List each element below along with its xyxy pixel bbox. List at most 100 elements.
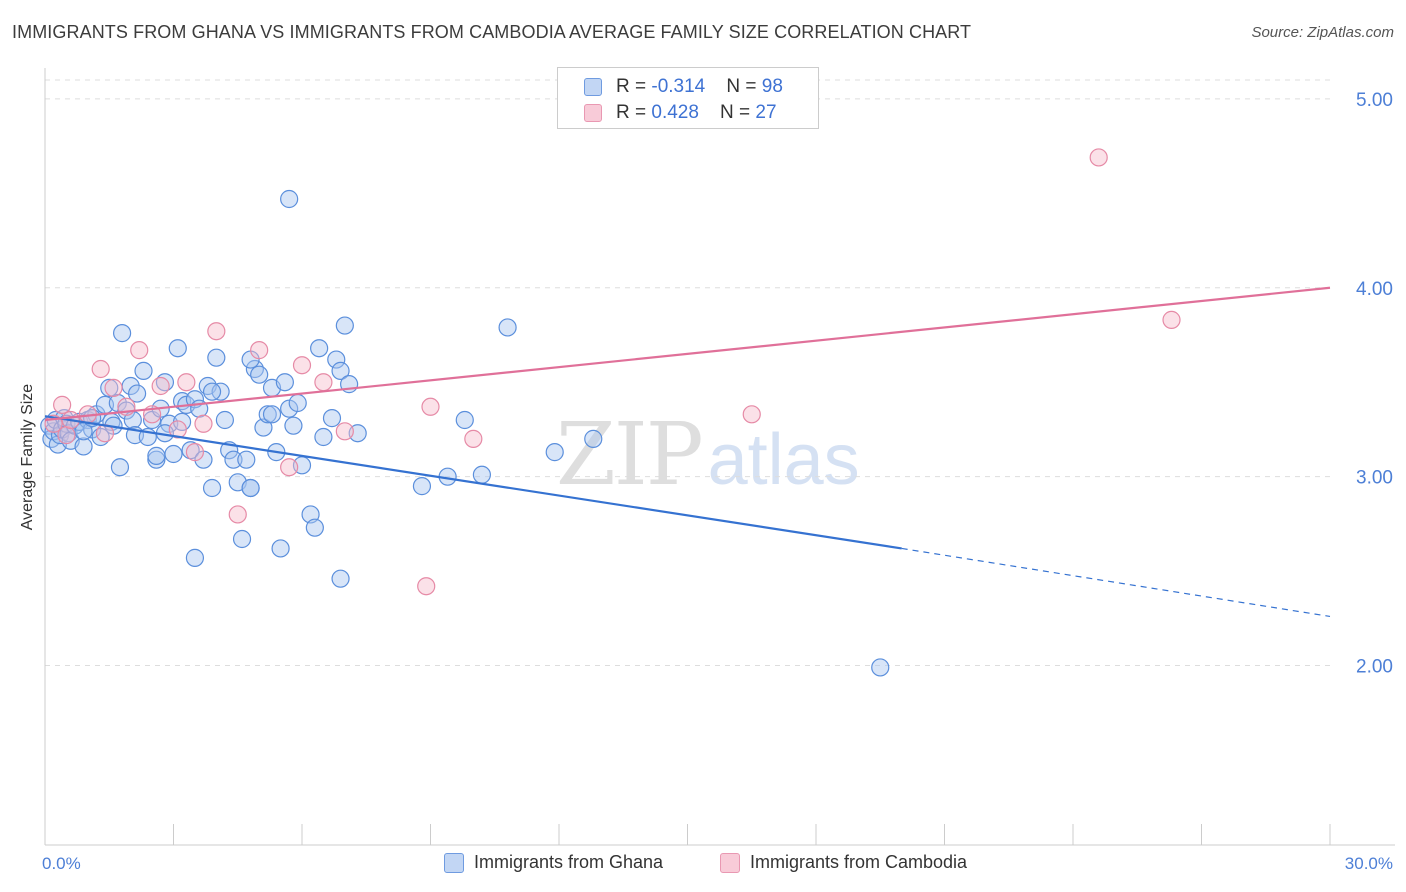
y-tick-label: 3.00 xyxy=(1356,468,1393,489)
grid-lines xyxy=(45,79,1330,667)
ghana-point xyxy=(314,427,333,447)
ghana-point xyxy=(472,465,491,484)
ghana-point xyxy=(271,539,290,558)
trend-lines xyxy=(44,286,1331,618)
x-tick-label-max: 30.0% xyxy=(1345,854,1393,873)
cambodia-point xyxy=(57,426,76,445)
ghana-point xyxy=(100,378,119,397)
legend-n-label: N = xyxy=(726,76,762,97)
y-tick-label: 4.00 xyxy=(1356,279,1393,300)
y-axis-label: Average Family Size xyxy=(19,383,36,531)
ghana-point xyxy=(258,405,277,424)
watermark: ZIPatlas xyxy=(556,405,860,505)
x-tick-labels: 0.0% 30.0% xyxy=(42,854,1393,873)
cambodia-point xyxy=(417,577,436,596)
ghana-point xyxy=(305,518,324,537)
cambodia-point xyxy=(421,397,440,416)
ghana-point xyxy=(215,410,234,430)
ghana-point xyxy=(164,444,183,464)
ghana-point xyxy=(331,361,350,380)
ghana-point xyxy=(310,339,329,358)
ghana-point xyxy=(237,450,256,469)
cambodia-point xyxy=(168,420,187,439)
ghana-point xyxy=(134,361,153,380)
legend-n-label: N = xyxy=(720,102,756,123)
legend-n-value: 27 xyxy=(755,102,777,123)
cambodia-point xyxy=(104,378,123,397)
ghana-trend-extension xyxy=(901,547,1331,618)
ghana-points xyxy=(40,189,890,677)
cambodia-point xyxy=(742,405,761,424)
cambodia-point xyxy=(91,359,110,379)
ghana-point xyxy=(280,189,299,209)
cambodia-point xyxy=(464,429,483,448)
ghana-point xyxy=(545,443,564,462)
cambodia-point xyxy=(185,443,205,462)
ghana-point xyxy=(224,450,243,469)
ghana-point xyxy=(207,348,226,367)
cambodia-point xyxy=(228,505,247,524)
ghana-point xyxy=(232,529,252,549)
cambodia-point xyxy=(130,341,149,360)
ghana-point xyxy=(288,393,307,413)
cambodia-point xyxy=(207,322,226,341)
chart-title: IMMIGRANTS FROM GHANA VS IMMIGRANTS FROM… xyxy=(12,22,972,42)
ghana-point xyxy=(127,384,147,403)
cambodia-swatch xyxy=(584,104,602,122)
y-tick-label: 5.00 xyxy=(1356,90,1393,111)
ghana-point xyxy=(74,437,93,456)
cambodia-point xyxy=(53,395,72,414)
cambodia-point xyxy=(177,373,196,392)
ghana-point xyxy=(147,446,166,465)
cambodia-points xyxy=(44,148,1181,596)
source-label: Source: ZipAtlas.com xyxy=(1251,24,1394,41)
legend-n-value: 98 xyxy=(761,76,783,97)
y-tick-label: 2.00 xyxy=(1356,657,1393,678)
watermark-zip: ZIP xyxy=(556,405,704,505)
ghana-point xyxy=(327,350,346,369)
legend-r-value: 0.428 xyxy=(651,102,699,123)
series-legend: Immigrants from Ghana Immigrants from Ca… xyxy=(0,851,1406,877)
ghana-point xyxy=(275,373,294,392)
ghana-point xyxy=(110,458,130,477)
ghana-point xyxy=(202,382,222,401)
cambodia-point xyxy=(335,422,354,441)
ghana-point xyxy=(250,365,269,384)
ghana-point xyxy=(241,478,260,498)
ghana-point xyxy=(412,477,432,496)
legend-r-label: R = xyxy=(616,76,652,97)
ghana-point xyxy=(498,318,517,337)
ghana-point xyxy=(168,339,187,358)
legend-label-cambodia: Immigrants from Cambodia xyxy=(750,852,968,872)
ghana-point xyxy=(112,324,132,343)
axes xyxy=(44,68,1395,846)
x-tick-label-min: 0.0% xyxy=(42,854,81,873)
ghana-point xyxy=(185,548,205,567)
cambodia-point xyxy=(1089,148,1108,167)
cambodia-point xyxy=(314,373,333,392)
ghana-swatch xyxy=(584,78,602,96)
ghana-point xyxy=(871,658,890,677)
cambodia-point xyxy=(1162,310,1181,329)
ghana-point xyxy=(335,316,354,335)
cambodia-point xyxy=(292,356,312,375)
legend-r-label: R = xyxy=(616,102,652,123)
stats-legend: R = -0.314 N = 98 R = 0.428 N = 27 xyxy=(557,67,819,129)
ghana-point xyxy=(584,429,603,448)
legend-label-ghana: Immigrants from Ghana xyxy=(474,852,664,872)
ghana-point xyxy=(284,416,303,435)
ghana-point xyxy=(322,409,342,428)
ghana-point xyxy=(331,569,350,588)
cambodia-swatch xyxy=(720,853,740,873)
watermark-atlas: atlas xyxy=(707,420,860,500)
legend-r-value: -0.314 xyxy=(651,76,706,97)
ghana-point xyxy=(202,478,222,498)
cambodia-point xyxy=(151,376,170,396)
cambodia-point xyxy=(280,458,299,477)
y-tick-labels: 5.00 4.00 3.00 2.00 xyxy=(1356,90,1393,678)
cambodia-point xyxy=(250,341,269,360)
ghana-point xyxy=(455,410,474,430)
cambodia-point xyxy=(194,414,213,433)
cambodia-trend-line xyxy=(44,286,1331,422)
